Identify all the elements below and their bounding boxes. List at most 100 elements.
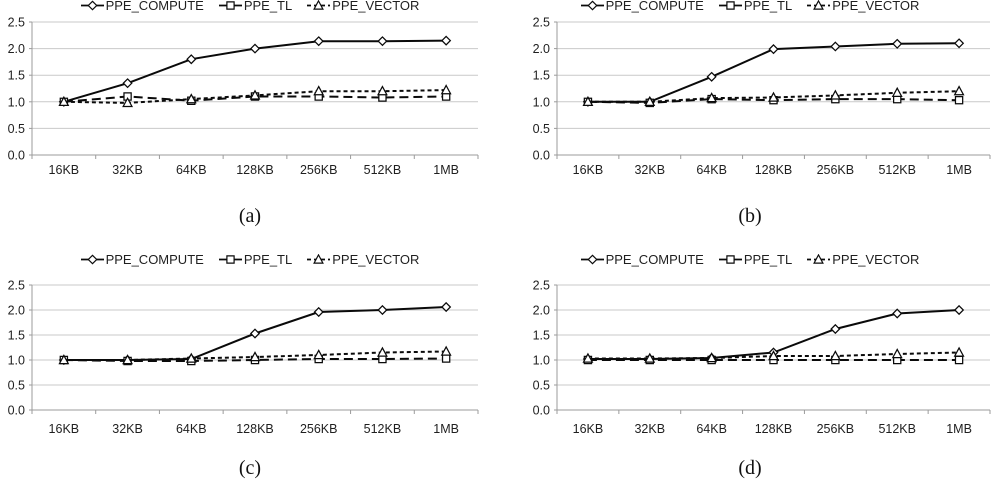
legend-label: PPE_COMPUTE <box>105 252 204 267</box>
svg-text:0.0: 0.0 <box>533 404 550 418</box>
diamond-marker-icon <box>580 0 604 11</box>
legend-label: PPE_COMPUTE <box>105 0 204 13</box>
legend-item-ppe_compute: PPE_COMPUTE <box>80 0 204 13</box>
svg-text:1MB: 1MB <box>946 422 972 436</box>
plot-area-b: 0.0 0.5 1.0 1.5 2.0 2.5 16KB 32KB 64KB 128KB 256KB… <box>533 16 991 177</box>
svg-text:0.5: 0.5 <box>8 379 25 393</box>
legend-item-ppe_tl: PPE_TL <box>718 0 792 13</box>
svg-text:128KB: 128KB <box>236 163 274 177</box>
plot-area-a: 0.0 0.5 1.0 1.5 2.0 2.5 16KB 32KB 64KB 128KB 256KB… <box>8 16 479 177</box>
svg-text:64KB: 64KB <box>176 163 207 177</box>
svg-text:128KB: 128KB <box>236 422 274 436</box>
svg-text:16KB: 16KB <box>49 163 80 177</box>
x-axis-labels: 16KB 32KB 64KB 128KB 256KB 512KB 1MB <box>49 163 459 177</box>
svg-text:32KB: 32KB <box>634 163 665 177</box>
svg-text:1MB: 1MB <box>433 422 459 436</box>
svg-text:16KB: 16KB <box>573 422 604 436</box>
series-ppe_compute <box>58 35 452 107</box>
series-ppe_vector <box>58 84 452 108</box>
legend-item-ppe_compute: PPE_COMPUTE <box>580 252 704 267</box>
svg-text:256KB: 256KB <box>817 163 855 177</box>
chart-panel-a: PPE_COMPUTE PPE_TL PPE_VECTOR 0.0 0.5 1.0 1.5… <box>0 0 500 243</box>
svg-text:1.5: 1.5 <box>533 329 550 343</box>
series-ppe_vector <box>582 346 965 363</box>
y-axis-labels: 0.0 0.5 1.0 1.5 2.0 2.5 <box>533 16 550 163</box>
svg-text:0.5: 0.5 <box>533 379 550 393</box>
svg-text:0.0: 0.0 <box>8 404 25 418</box>
svg-text:1MB: 1MB <box>946 163 972 177</box>
gridlines <box>557 21 990 156</box>
legend-label: PPE_VECTOR <box>832 0 920 13</box>
square-marker-icon <box>218 255 242 264</box>
chart-panel-b: PPE_COMPUTE PPE_TL PPE_VECTOR 0.0 0.5 1.0 1.5… <box>500 0 1000 243</box>
legend-label: PPE_VECTOR <box>832 252 920 267</box>
plot-area-d: 0.0 0.5 1.0 1.5 2.0 2.5 16KB 32KB 64KB 128KB 256KB… <box>533 279 991 436</box>
y-axis-labels: 0.0 0.5 1.0 1.5 2.0 2.5 <box>8 16 25 163</box>
plot-area-c: 0.0 0.5 1.0 1.5 2.0 2.5 16KB 32KB 64KB 128KB 256KB… <box>8 279 479 436</box>
svg-text:1.0: 1.0 <box>533 354 550 368</box>
triangle-marker-icon <box>807 254 831 264</box>
legend-label: PPE_VECTOR <box>332 252 420 267</box>
svg-text:64KB: 64KB <box>696 163 727 177</box>
series-ppe_vector <box>58 345 452 365</box>
svg-text:128KB: 128KB <box>755 163 793 177</box>
legend-label: PPE_TL <box>243 252 293 267</box>
svg-text:0.5: 0.5 <box>8 122 25 136</box>
diamond-marker-icon <box>80 0 104 11</box>
axes <box>29 284 479 414</box>
axes <box>29 21 479 159</box>
legend-item-ppe_tl: PPE_TL <box>718 252 792 267</box>
legend-item-ppe_vector: PPE_VECTOR <box>807 0 919 13</box>
svg-text:0.5: 0.5 <box>533 122 550 136</box>
svg-text:1.0: 1.0 <box>8 95 25 109</box>
svg-text:2.5: 2.5 <box>8 16 25 30</box>
chart-caption: (a) <box>238 205 262 227</box>
legend-item-ppe_vector: PPE_VECTOR <box>307 252 419 267</box>
svg-text:1.0: 1.0 <box>533 95 550 109</box>
legend-label: PPE_VECTOR <box>332 0 420 13</box>
legend: PPE_COMPUTE PPE_TL PPE_VECTOR <box>500 0 1000 13</box>
triangle-marker-icon <box>307 254 331 264</box>
legend: PPE_COMPUTE PPE_TL PPE_VECTOR <box>0 252 500 267</box>
legend-item-ppe_tl: PPE_TL <box>218 0 293 13</box>
triangle-marker-icon <box>807 0 831 10</box>
legend-label: PPE_COMPUTE <box>605 0 704 13</box>
triangle-marker-icon <box>307 0 331 10</box>
svg-text:2.0: 2.0 <box>533 304 550 318</box>
chart-panel-c: PPE_COMPUTE PPE_TL PPE_VECTOR 0.0 0.5 1.0 1.5… <box>0 243 500 486</box>
chart-caption: (d) <box>738 457 762 479</box>
svg-text:2.5: 2.5 <box>533 16 550 30</box>
svg-text:32KB: 32KB <box>112 422 143 436</box>
svg-text:1.5: 1.5 <box>8 69 25 83</box>
legend-item-ppe_vector: PPE_VECTOR <box>307 0 419 13</box>
legend-item-ppe_compute: PPE_COMPUTE <box>80 252 204 267</box>
svg-text:64KB: 64KB <box>696 422 727 436</box>
svg-text:2.5: 2.5 <box>533 279 550 293</box>
gridlines <box>32 21 478 156</box>
diamond-marker-icon <box>80 254 104 265</box>
svg-text:2.5: 2.5 <box>8 279 25 293</box>
svg-text:1.5: 1.5 <box>8 329 25 343</box>
svg-text:0.0: 0.0 <box>8 149 25 163</box>
legend-label: PPE_TL <box>243 0 293 13</box>
legend-item-ppe_vector: PPE_VECTOR <box>807 252 919 267</box>
svg-text:2.0: 2.0 <box>533 42 550 56</box>
chart-caption: (b) <box>738 205 762 227</box>
square-marker-icon <box>218 1 242 10</box>
legend-item-ppe_tl: PPE_TL <box>218 252 293 267</box>
svg-text:64KB: 64KB <box>176 422 207 436</box>
x-axis-labels: 16KB 32KB 64KB 128KB 256KB 512KB 1MB <box>573 163 972 177</box>
axes <box>554 284 991 414</box>
svg-text:1MB: 1MB <box>433 163 459 177</box>
legend: PPE_COMPUTE PPE_TL PPE_VECTOR <box>500 252 1000 267</box>
chart-caption: (c) <box>238 457 262 479</box>
gridlines <box>32 284 478 411</box>
svg-text:16KB: 16KB <box>573 163 604 177</box>
y-axis-labels: 0.0 0.5 1.0 1.5 2.0 2.5 <box>533 279 550 418</box>
x-axis-labels: 16KB 32KB 64KB 128KB 256KB 512KB 1MB <box>573 422 972 436</box>
svg-text:2.0: 2.0 <box>8 304 25 318</box>
svg-text:32KB: 32KB <box>112 163 143 177</box>
series-ppe_vector <box>582 85 965 107</box>
chart-panel-d: PPE_COMPUTE PPE_TL PPE_VECTOR 0.0 0.5 1.0 1.5… <box>500 243 1000 486</box>
